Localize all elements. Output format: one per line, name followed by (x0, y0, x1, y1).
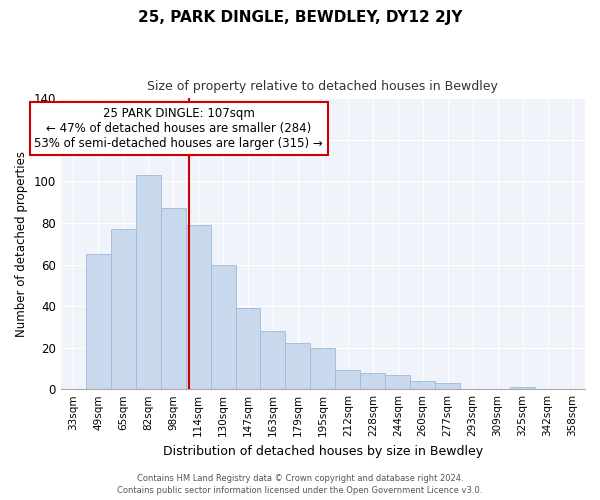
Bar (361, 372, 385, 389)
Bar (286, 344, 310, 389)
Bar (435, 383, 460, 389)
Bar (161, 208, 185, 389)
X-axis label: Distribution of detached houses by size in Bewdley: Distribution of detached houses by size … (163, 444, 483, 458)
Bar (211, 264, 236, 389)
Text: 25 PARK DINGLE: 107sqm
← 47% of detached houses are smaller (284)
53% of semi-de: 25 PARK DINGLE: 107sqm ← 47% of detached… (34, 107, 323, 150)
Bar (111, 229, 136, 389)
Text: 25, PARK DINGLE, BEWDLEY, DY12 2JY: 25, PARK DINGLE, BEWDLEY, DY12 2JY (138, 10, 462, 25)
Text: Contains HM Land Registry data © Crown copyright and database right 2024.
Contai: Contains HM Land Registry data © Crown c… (118, 474, 482, 495)
Bar (260, 331, 286, 389)
Bar (410, 381, 435, 389)
Y-axis label: Number of detached properties: Number of detached properties (15, 151, 28, 337)
Title: Size of property relative to detached houses in Bewdley: Size of property relative to detached ho… (148, 80, 499, 93)
Bar (86, 254, 111, 389)
Bar (335, 370, 361, 389)
Bar (310, 348, 335, 389)
Bar (136, 175, 161, 389)
Bar (385, 374, 410, 389)
Bar (236, 308, 260, 389)
Bar (510, 387, 535, 389)
Bar (185, 225, 211, 389)
